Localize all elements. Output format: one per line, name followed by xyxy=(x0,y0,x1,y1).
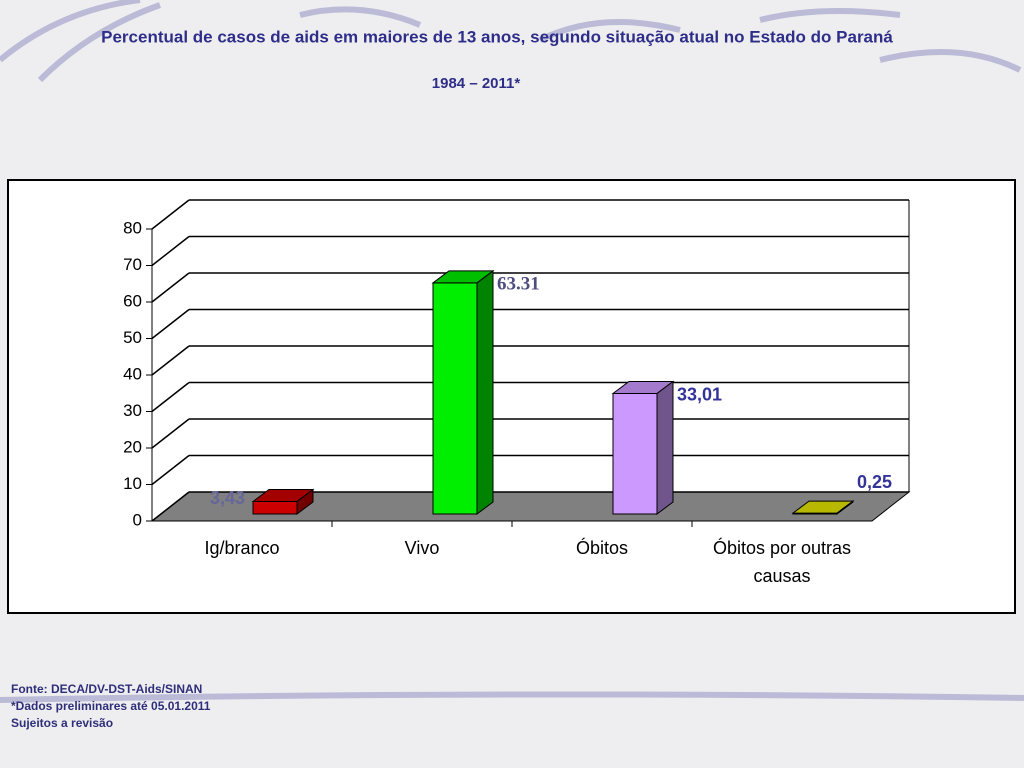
value-label: 63.31 xyxy=(497,273,540,294)
bar xyxy=(252,500,298,515)
grid-line xyxy=(151,272,190,303)
decoration xyxy=(0,0,1024,703)
x-tick-label: Óbitos xyxy=(575,538,629,558)
y-tick-label: 30 xyxy=(123,401,142,420)
value-label: 3,43 xyxy=(210,488,245,508)
x-tick-label: Vivo xyxy=(404,538,440,558)
grid-line xyxy=(151,454,190,486)
x-tick-label: Ig/branco xyxy=(204,538,280,558)
chart-frame xyxy=(7,179,1016,614)
y-tick-label: 20 xyxy=(123,437,142,456)
y-tick-label: 40 xyxy=(123,364,142,383)
chart-title: Percentual de casos de aids em maiores d… xyxy=(101,27,893,46)
value-label: 0,25 xyxy=(857,472,892,492)
x-tick-label: Óbitos por outras causas xyxy=(712,538,852,586)
y-tick-label: 0 xyxy=(133,510,142,529)
y-tick-label: 50 xyxy=(123,328,142,347)
grid-line xyxy=(151,235,190,267)
bar xyxy=(612,393,658,515)
bar xyxy=(432,282,478,515)
bar-side xyxy=(836,500,854,515)
footnote: Fonte: DECA/DV-DST-Aids/SINAN xyxy=(11,682,203,696)
bar-side xyxy=(656,380,674,515)
y-tick-label: 10 xyxy=(123,474,142,493)
value-label: 33,01 xyxy=(677,384,722,404)
chart-subtitle: 1984 – 2011* xyxy=(432,75,521,92)
footnote: Sujeitos a revisão xyxy=(11,716,114,730)
y-tick-label: 80 xyxy=(123,218,142,237)
grid-line xyxy=(151,345,190,376)
grid-line xyxy=(151,308,190,340)
grid-line xyxy=(151,199,190,230)
y-tick-label: 70 xyxy=(123,255,142,274)
grid-line xyxy=(151,491,190,522)
y-tick-label: 60 xyxy=(123,291,142,310)
bar-side xyxy=(476,269,494,515)
bar-side xyxy=(296,488,314,515)
grid-line xyxy=(151,418,190,449)
grid-line xyxy=(151,381,190,413)
footnote: *Dados preliminares até 05.01.2011 xyxy=(11,699,211,713)
